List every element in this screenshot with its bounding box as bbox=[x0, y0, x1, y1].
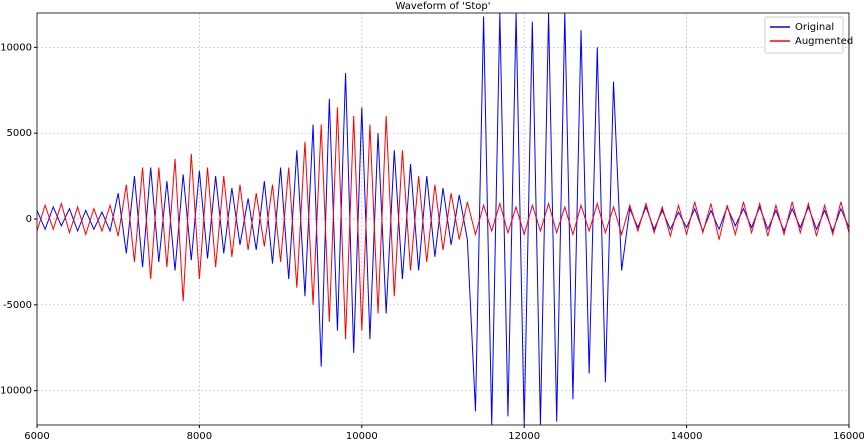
y-tick-label: -10000 bbox=[0, 386, 32, 397]
legend-box bbox=[764, 16, 844, 54]
legend-label: Original bbox=[795, 22, 834, 33]
y-tick-label: 0 bbox=[26, 214, 32, 225]
x-tick-label: 10000 bbox=[346, 431, 378, 442]
x-tick-label: 8000 bbox=[187, 431, 212, 442]
x-tick-label: 14000 bbox=[671, 431, 703, 442]
x-tick-label: 6000 bbox=[24, 431, 49, 442]
legend-label: Augmented bbox=[795, 36, 853, 47]
plot-frame bbox=[36, 12, 850, 426]
chart-title: Waveform of 'Stop' bbox=[396, 1, 491, 12]
x-tick-label: 16000 bbox=[833, 431, 864, 442]
y-tick-label: 10000 bbox=[0, 42, 32, 53]
series-line bbox=[37, 107, 849, 340]
y-tick-label: 5000 bbox=[7, 128, 32, 139]
x-tick-label: 12000 bbox=[508, 431, 540, 442]
y-tick-label: -5000 bbox=[3, 300, 32, 311]
